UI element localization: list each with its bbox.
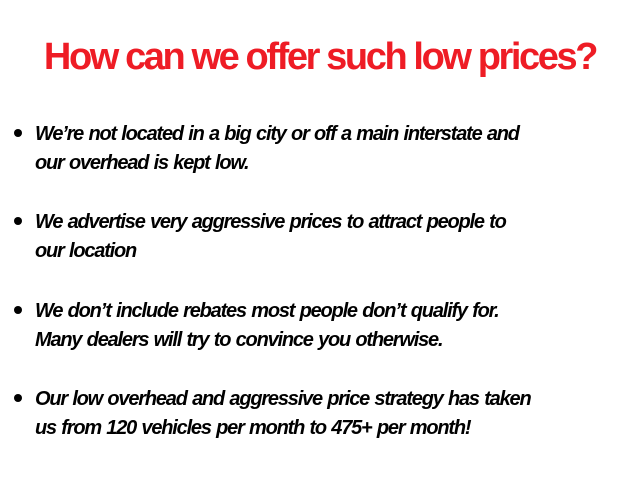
bullet-line: our overhead is kept low. bbox=[35, 152, 250, 174]
bullet-line: We don’t include rebates most people don… bbox=[35, 300, 500, 322]
page-title: How can we offer such low prices? bbox=[43, 36, 599, 78]
bullet-line: Many dealers will try to convince you ot… bbox=[35, 329, 444, 351]
bullet-icon bbox=[14, 306, 22, 314]
bullet-line: Our low overhead and aggressive price st… bbox=[35, 388, 532, 410]
bullet-icon bbox=[14, 129, 22, 137]
bullet-line: us from 120 vehicles per month to 475+ p… bbox=[35, 417, 472, 439]
bullet-icon bbox=[14, 217, 22, 225]
bullet-line: our location bbox=[35, 240, 137, 262]
bullet-line: We advertise very aggressive prices to a… bbox=[35, 211, 507, 233]
bullet-line: We’re not located in a big city or off a… bbox=[35, 123, 520, 145]
bullet-icon bbox=[14, 394, 22, 402]
